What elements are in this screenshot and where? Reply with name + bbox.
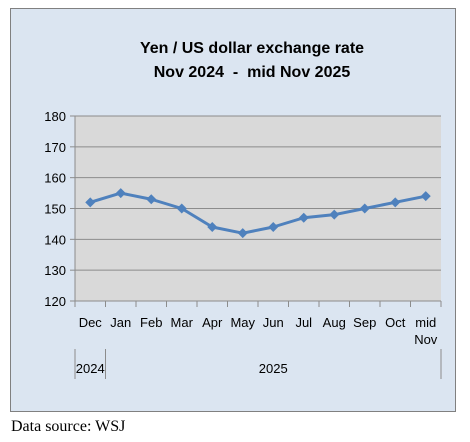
data-point-feb [146,194,157,205]
line-chart: Yen / US dollar exchange rate Nov 2024 -… [44,40,442,379]
data-point-oct [390,197,401,208]
x-tick-label-4: Apr [202,315,223,330]
data-point-sep [359,203,370,214]
series-line-0 [89,191,427,235]
year-label-2024: 2024 [76,361,105,376]
y-tick-label-180: 180 [44,109,66,124]
data-point-mar [176,203,187,214]
y-tick-label-130: 130 [44,263,66,278]
y-tick-label-160: 160 [44,171,66,186]
data-point-mid-nov [420,191,431,202]
chart-frame: Yen / US dollar exchange rate Nov 2024 -… [10,8,456,412]
y-tick-label-170: 170 [44,140,66,155]
y-tick-label-140: 140 [44,232,66,247]
x-tick-label-2: Feb [140,315,162,330]
data-point-jan [115,188,126,199]
x-tick-label-3: Mar [171,315,194,330]
x-tick-label-9: Sep [353,315,376,330]
data-point-may [237,228,248,239]
x-tick-label-11-line2: Nov [414,332,438,347]
x-tick-label-5: May [230,315,255,330]
x-tick-label-10: Oct [385,315,406,330]
x-tick-label-1: Jan [110,315,131,330]
x-tick-label-8: Aug [323,315,346,330]
chart-title: Yen / US dollar exchange rate [140,40,364,57]
data-point-aug [329,209,340,220]
year-label-2025: 2025 [259,361,288,376]
y-tick-label-150: 150 [44,202,66,217]
data-point-apr [207,222,218,232]
data-point-jun [268,222,279,232]
data-point-jul [298,212,309,223]
data-source-note: Data source: WSJ [11,418,126,435]
x-tick-label-7: Jul [295,315,312,330]
data-point-dec [85,197,96,208]
chart-subtitle: Nov 2024 - mid Nov 2025 [154,64,351,81]
x-tick-label-6: Jun [263,315,284,330]
x-tick-label-0: Dec [79,315,103,330]
y-tick-label-120: 120 [44,294,66,309]
x-tick-label-11: mid [415,315,436,330]
